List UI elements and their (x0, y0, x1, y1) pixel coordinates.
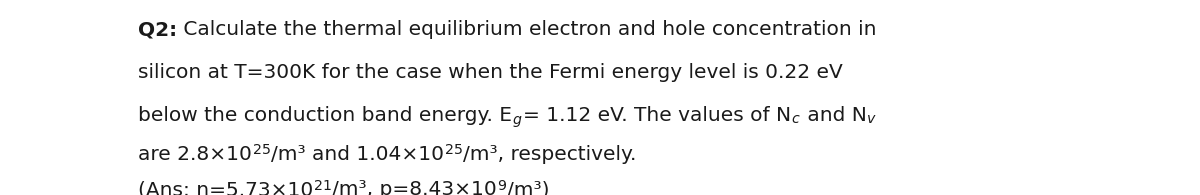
Text: (Ans: n=5.73×10: (Ans: n=5.73×10 (138, 180, 313, 195)
Text: /m³ and 1.04×10: /m³ and 1.04×10 (271, 145, 444, 164)
Text: /m³, respectively.: /m³, respectively. (463, 145, 636, 164)
Text: Q2:: Q2: (138, 20, 178, 39)
Text: and N: and N (800, 106, 866, 125)
Text: $^{25}$: $^{25}$ (444, 145, 463, 164)
Text: $_{c}$: $_{c}$ (791, 107, 800, 127)
Text: $^{21}$: $^{21}$ (313, 180, 332, 195)
Text: $_{g}$: $_{g}$ (512, 111, 523, 129)
Text: /m³): /m³) (506, 180, 550, 195)
Text: silicon at T=300K for the case when the Fermi energy level is 0.22 eV: silicon at T=300K for the case when the … (138, 63, 842, 82)
Text: /m³, p=8.43×10: /m³, p=8.43×10 (332, 180, 497, 195)
Text: Calculate the thermal equilibrium electron and hole concentration in: Calculate the thermal equilibrium electr… (178, 20, 877, 39)
Text: $^{25}$: $^{25}$ (252, 145, 271, 164)
Text: below the conduction band energy. E: below the conduction band energy. E (138, 106, 512, 125)
Text: $^{9}$: $^{9}$ (497, 180, 506, 195)
Text: $_{v}$: $_{v}$ (866, 107, 877, 127)
Text: are 2.8×10: are 2.8×10 (138, 145, 252, 164)
Text: = 1.12 eV. The values of N: = 1.12 eV. The values of N (523, 106, 791, 125)
